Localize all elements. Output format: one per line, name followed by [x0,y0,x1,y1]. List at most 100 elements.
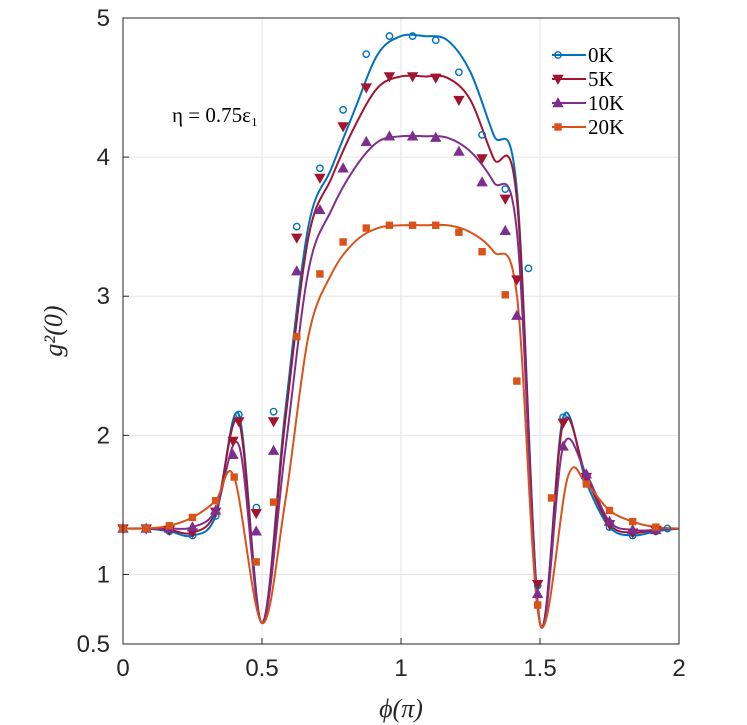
x-tick-label: 0.5 [245,655,278,682]
data-point-10K [227,448,239,460]
data-point-20K [547,494,556,502]
data-point-10K [430,131,442,142]
data-point-10K [580,468,593,479]
data-point-20K [533,601,542,609]
data-point-10K [314,204,326,215]
data-point-10K [476,176,488,187]
legend-label-10K: 10K [588,91,624,115]
data-point-10K [209,504,222,515]
data-point-0K [385,32,394,40]
legend-marker-20K [554,123,562,131]
y-tick-label: 4 [97,144,110,171]
data-point-5K [250,509,262,520]
data-point-0K [316,164,324,173]
data-point-20K [652,523,660,531]
data-point-5K [453,95,465,107]
y-axis-label: g²(0) [39,305,68,356]
data-point-20K [432,221,440,229]
data-point-0K [269,407,278,416]
data-point-5K [337,122,349,133]
y-tick-label: 0.5 [77,631,110,658]
data-point-10K [511,309,523,320]
data-point-5K [360,83,372,94]
data-point-5K [383,72,396,83]
data-point-5K [476,154,488,165]
data-point-5K [406,72,419,83]
data-point-0K [663,524,672,533]
data-point-10K [557,440,569,451]
x-tick-label: 2 [672,655,685,682]
data-point-5K [227,436,239,447]
data-point-0K [362,50,371,59]
data-point-10K [603,515,616,526]
x-tick-label: 1 [394,655,407,682]
data-point-20K [478,248,486,256]
data-point-5K [531,579,544,591]
data-point-20K [513,377,521,385]
data-point-0K [431,36,440,45]
data-point-10K [250,525,262,536]
data-point-20K [165,522,174,530]
legend-marker-10K [552,97,564,108]
data-point-10K [383,130,396,141]
annotation-eta: η = 0.75ε₁ [172,103,258,127]
y-tick-label: 2 [97,422,110,449]
data-point-20K [362,224,370,232]
series-line-10K [123,134,680,629]
data-point-20K [316,270,324,278]
data-point-20K [408,221,417,229]
data-point-10K [499,224,511,236]
data-point-20K [230,473,238,481]
legend-label-20K: 20K [588,115,624,139]
data-point-20K [385,221,394,229]
y-tick-label: 3 [97,283,110,310]
data-point-20K [628,517,637,526]
data-point-20K [501,291,509,299]
data-point-0K [524,264,533,273]
data-point-20K [188,513,197,522]
y-tick-label: 1 [97,561,110,588]
data-point-0K [339,105,347,114]
data-point-10K [453,145,465,156]
data-point-10K [531,587,544,599]
x-tick-label: 1.5 [523,655,556,682]
data-point-0K [455,68,463,77]
data-point-5K [314,173,326,184]
legend-label-5K: 5K [588,67,614,91]
series-lines [122,33,680,629]
data-point-20K [339,238,347,246]
data-point-20K [142,524,150,533]
legend-label-0K: 0K [588,43,614,67]
data-point-10K [360,135,372,147]
data-point-20K [269,498,278,506]
legend-marker-5K [552,74,564,85]
y-tick-label: 5 [97,5,110,32]
data-point-10K [337,162,349,173]
data-point-5K [557,418,569,429]
data-point-20K [605,506,614,515]
data-point-20K [252,558,260,566]
data-point-0K [408,32,417,40]
data-point-5K [233,417,245,428]
data-point-0K [478,130,486,139]
data-point-0K [501,185,510,194]
x-tick-label: 0 [116,655,129,682]
data-point-10K [626,524,639,535]
x-axis-label: ϕ(π) [379,694,423,723]
data-point-5K [430,73,442,84]
legend-marker-0K [554,51,562,59]
data-point-20K [293,332,301,341]
data-point-5K [291,233,303,244]
data-point-5K [267,417,280,428]
data-point-10K [186,521,199,532]
data-point-20K [455,228,463,236]
data-point-20K [211,497,220,505]
series-line-0K [122,33,680,629]
data-point-10K [406,130,419,141]
data-point-20K [582,480,591,488]
series-line-5K [122,74,680,629]
data-point-10K [267,444,280,455]
